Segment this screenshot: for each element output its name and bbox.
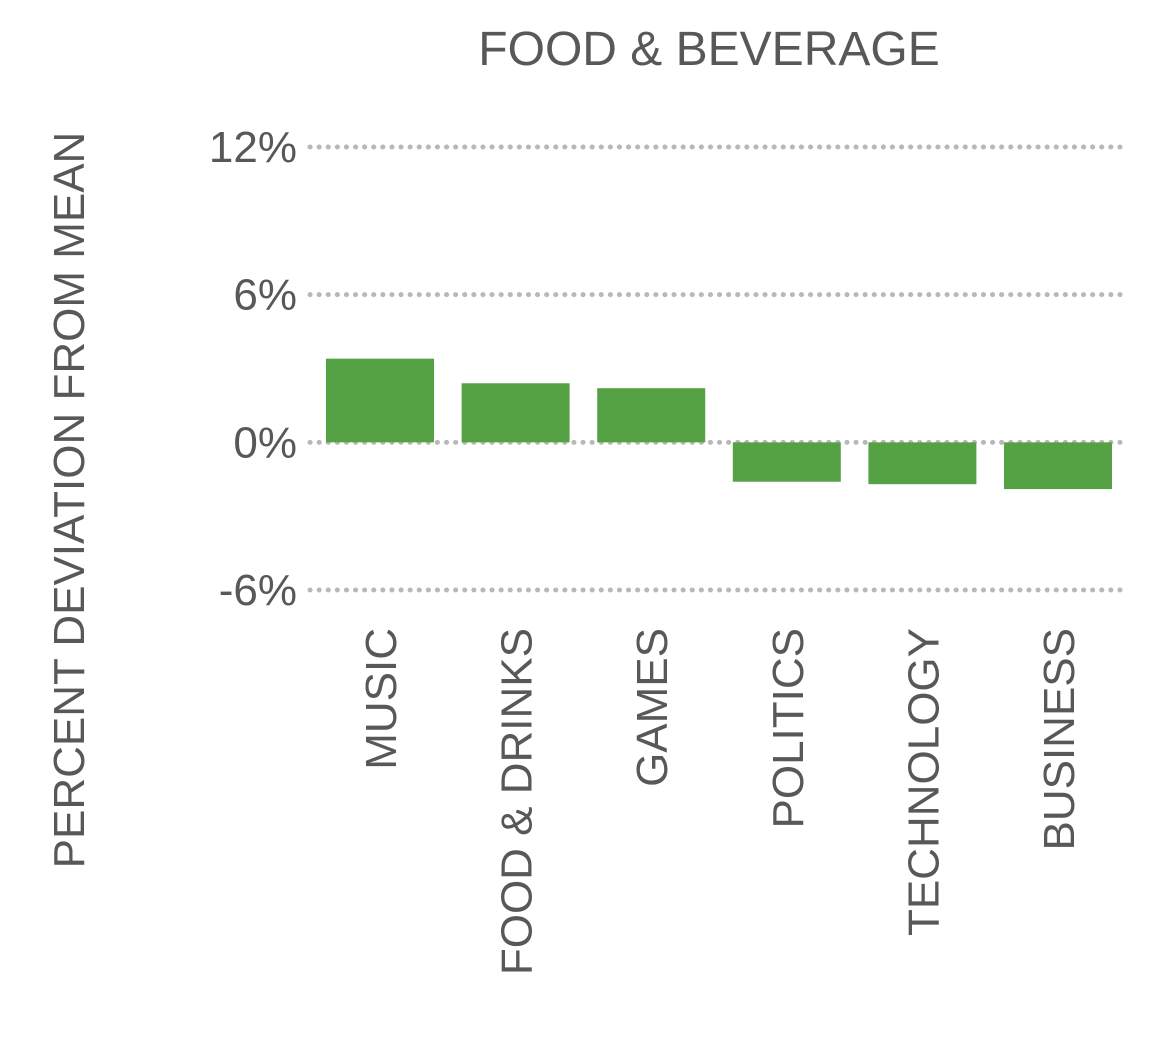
x-tick-label: MUSIC bbox=[357, 628, 406, 770]
x-tick-label: FOOD & DRINKS bbox=[493, 628, 542, 975]
x-tick-label: POLITICS bbox=[764, 628, 813, 829]
x-tick-label: TECHNOLOGY bbox=[899, 628, 948, 936]
bar-business bbox=[1004, 442, 1112, 490]
y-axis-label: PERCENT DEVIATION FROM MEAN bbox=[45, 132, 94, 869]
y-tick-labels: 12% 6% 0% -6% bbox=[209, 123, 297, 615]
y-tick-label: 0% bbox=[233, 418, 297, 467]
bar-politics bbox=[732, 442, 841, 482]
x-tick-label: BUSINESS bbox=[1035, 628, 1084, 851]
y-tick-label: 6% bbox=[233, 271, 297, 320]
gridlines bbox=[307, 144, 1131, 593]
bar-technology bbox=[868, 442, 977, 485]
chart-title: FOOD & BEVERAGE bbox=[478, 23, 939, 76]
bar-food-drinks bbox=[461, 383, 570, 443]
x-tick-labels: MUSIC FOOD & DRINKS GAMES POLITICS TECHNOLOG… bbox=[357, 628, 1084, 975]
bar-music bbox=[326, 358, 434, 443]
bar-games bbox=[597, 388, 706, 443]
x-tick-label: GAMES bbox=[628, 628, 677, 787]
y-tick-label: -6% bbox=[219, 566, 297, 615]
y-tick-label: 12% bbox=[209, 123, 297, 172]
bars bbox=[326, 358, 1112, 490]
